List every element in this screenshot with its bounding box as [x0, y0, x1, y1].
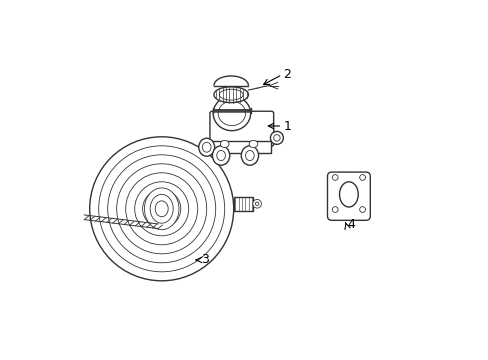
Ellipse shape	[339, 182, 358, 207]
Ellipse shape	[125, 173, 197, 245]
Ellipse shape	[213, 87, 248, 103]
FancyBboxPatch shape	[327, 172, 369, 220]
Ellipse shape	[99, 146, 224, 272]
Ellipse shape	[89, 137, 233, 281]
FancyBboxPatch shape	[209, 111, 273, 146]
Ellipse shape	[245, 150, 254, 161]
Ellipse shape	[150, 194, 173, 223]
Text: 1: 1	[283, 120, 291, 132]
Ellipse shape	[273, 135, 280, 141]
Ellipse shape	[359, 207, 365, 212]
Bar	[233, 197, 253, 211]
Ellipse shape	[359, 175, 365, 180]
Ellipse shape	[202, 142, 211, 152]
Ellipse shape	[270, 131, 283, 144]
Ellipse shape	[218, 101, 245, 126]
Ellipse shape	[149, 196, 174, 221]
Ellipse shape	[332, 175, 337, 180]
Ellipse shape	[213, 96, 250, 131]
Ellipse shape	[107, 155, 215, 263]
Ellipse shape	[216, 150, 225, 161]
Ellipse shape	[252, 199, 261, 208]
Ellipse shape	[155, 201, 168, 217]
Text: 3: 3	[200, 253, 208, 266]
Ellipse shape	[241, 146, 258, 165]
Text: 4: 4	[347, 219, 355, 231]
Ellipse shape	[212, 146, 229, 165]
Ellipse shape	[332, 207, 337, 212]
Ellipse shape	[117, 164, 206, 254]
Ellipse shape	[199, 138, 214, 156]
Ellipse shape	[249, 140, 257, 148]
Text: 2: 2	[283, 68, 291, 81]
Ellipse shape	[144, 188, 179, 230]
Ellipse shape	[219, 89, 243, 100]
Ellipse shape	[255, 202, 258, 206]
Ellipse shape	[220, 140, 228, 148]
Ellipse shape	[142, 190, 181, 228]
Bar	[212, 141, 271, 153]
Ellipse shape	[134, 182, 188, 236]
